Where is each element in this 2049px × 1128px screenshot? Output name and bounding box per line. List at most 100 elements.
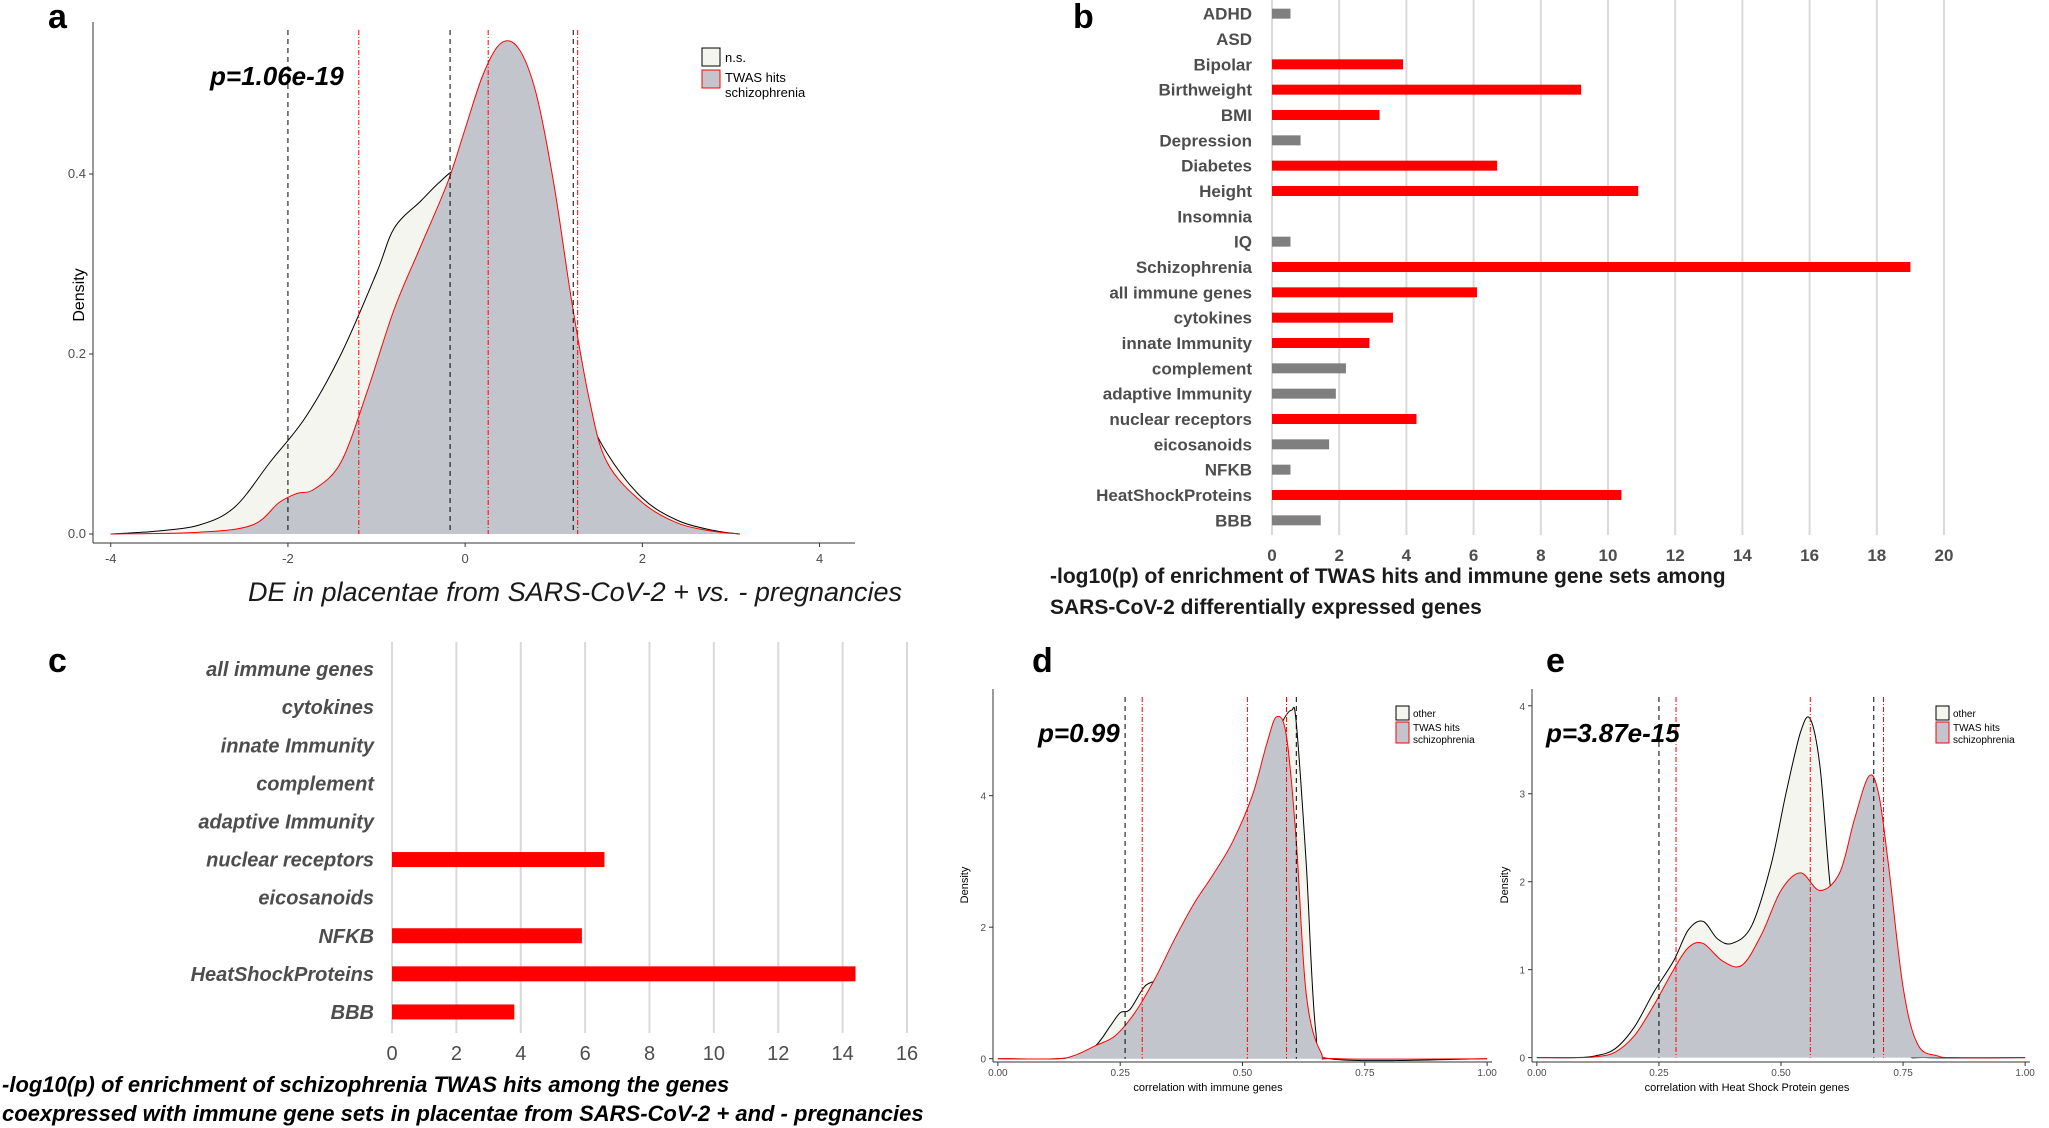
legend-label-twas-d: TWAS hits — [1413, 723, 1460, 734]
x-tick-label: 2 — [1334, 546, 1343, 565]
y-tick-label: 1 — [1519, 966, 1525, 977]
x-tick-label: 10 — [703, 1043, 725, 1065]
x-tick-label: 4 — [816, 551, 823, 566]
bar — [1272, 338, 1370, 348]
x-tick-label: 6 — [1469, 546, 1478, 565]
pvalue-e: p=3.87e-15 — [1545, 718, 1680, 748]
legend-label-ns: n.s. — [725, 50, 746, 65]
bar — [1272, 363, 1346, 374]
x-tick-label: 8 — [1536, 546, 1545, 565]
bar — [392, 966, 856, 982]
x-tick-label: 20 — [1935, 546, 1954, 565]
x-tick-label: 4 — [1402, 546, 1412, 565]
category-label: adaptive Immunity — [198, 811, 374, 833]
x-tick-label: 1.00 — [2015, 1068, 2035, 1079]
x-tick-label: 16 — [896, 1043, 918, 1065]
x-tick-label: -4 — [105, 551, 117, 566]
panel-letter-b: b — [1073, 0, 1094, 36]
category-label: ADHD — [1203, 5, 1252, 24]
x-tick-label: 14 — [1733, 546, 1752, 565]
density-twas-area — [997, 716, 1488, 1060]
bar — [1272, 464, 1291, 475]
panel-e: e 0.00 0.25 0.50 0.75 1.00 0 1 2 3 4 other TWAS h… — [1499, 642, 2035, 1094]
x-axis-title-b-line2: SARS-CoV-2 differentially expressed gene… — [1050, 596, 1482, 619]
density-twas-curve — [1536, 774, 2026, 1059]
x-tick-label: 4 — [515, 1043, 526, 1065]
legend-swatch-twas-d — [1395, 721, 1410, 744]
panel-letter-a: a — [48, 0, 68, 36]
category-label: eicosanoids — [1154, 435, 1252, 454]
legend-d: other TWAS hits schizophrenia — [1395, 705, 1475, 746]
bar — [1272, 388, 1336, 399]
bar — [1272, 312, 1393, 323]
density-twas-curve — [997, 715, 1488, 1060]
panel-letter-c: c — [48, 642, 67, 680]
x-axis-title-c-line1: -log10(p) of enrichment of schizophrenia… — [2, 1072, 729, 1097]
legend-label-twas-e: TWAS hits — [1953, 723, 2000, 734]
y-tick-label: 4 — [1519, 702, 1525, 713]
y-tick-label: 3 — [1519, 790, 1525, 801]
density-ns-curve — [110, 168, 740, 535]
panel-a: a -4 -2 0 2 4 0.0 0.2 0.4 n.s. TWAS hits schizo… — [48, 0, 902, 607]
x-tick-label: 12 — [767, 1043, 789, 1065]
category-label: cytokines — [1174, 309, 1252, 328]
x-tick-label: -2 — [282, 551, 294, 566]
category-label: Birthweight — [1159, 81, 1253, 100]
category-label: innate Immunity — [1122, 334, 1253, 353]
bar-chart-c: all immune genes cytokines innate Immunity… — [191, 642, 918, 1065]
category-label: cytokines — [282, 697, 374, 719]
category-label: Bipolar — [1193, 55, 1252, 74]
category-label: NFKB — [318, 926, 374, 948]
bar — [392, 852, 605, 868]
bar — [1272, 414, 1417, 424]
x-tick-label: 0 — [1267, 546, 1276, 565]
x-tick-label: 8 — [644, 1043, 655, 1065]
x-tick-label: 2 — [451, 1043, 462, 1065]
bar — [1272, 439, 1330, 450]
bar — [1272, 8, 1291, 19]
legend-swatch-ns — [701, 47, 721, 67]
x-tick-label: 0.00 — [988, 1068, 1008, 1079]
bar — [1272, 84, 1582, 95]
y-tick-label: 0 — [1519, 1054, 1525, 1065]
x-tick-label: 1.00 — [1477, 1068, 1497, 1079]
x-tick-label: 0.25 — [1649, 1068, 1669, 1079]
category-label: Diabetes — [1181, 157, 1252, 176]
category-label: ASD — [1216, 30, 1252, 49]
legend-label-schizophrenia-e: schizophrenia — [1953, 735, 2015, 746]
x-tick-label: 6 — [580, 1043, 591, 1065]
x-tick-label: 0 — [386, 1043, 397, 1065]
bar — [1272, 490, 1622, 500]
category-label: BBB — [331, 1002, 374, 1024]
density-ns-area — [1536, 716, 2026, 1058]
x-tick-label: 0.75 — [1893, 1068, 1913, 1079]
category-label: nuclear receptors — [1109, 410, 1252, 429]
x-tick-label: 14 — [832, 1043, 854, 1065]
legend-e: other TWAS hits schizophrenia — [1935, 705, 2015, 746]
bar — [1272, 59, 1404, 70]
bar — [1272, 160, 1498, 171]
category-label: IQ — [1234, 233, 1252, 252]
x-tick-label: 0.50 — [1233, 1068, 1253, 1079]
y-tick-label: 2 — [980, 923, 986, 934]
legend-label-other-e: other — [1953, 709, 1976, 720]
category-label: Depression — [1159, 131, 1252, 150]
x-tick-label: 0 — [462, 551, 469, 566]
category-label: HeatShockProteins — [191, 964, 374, 986]
category-label: Height — [1199, 182, 1252, 201]
x-axis-title-a: DE in placentae from SARS-CoV-2 + vs. - … — [248, 577, 902, 607]
density-plot-a: -4 -2 0 2 4 0.0 0.2 0.4 — [68, 22, 855, 566]
legend-label-schizophrenia: schizophrenia — [725, 85, 806, 100]
legend-swatch-other-e — [1935, 705, 1950, 721]
category-label: Schizophrenia — [1136, 258, 1253, 277]
y-tick-label: 0.4 — [68, 166, 86, 181]
category-label: adaptive Immunity — [1103, 385, 1253, 404]
x-tick-label: 0.25 — [1110, 1068, 1130, 1079]
bar — [1272, 135, 1301, 146]
bar — [392, 928, 582, 944]
bar — [392, 1004, 515, 1020]
x-tick-label: 16 — [1800, 546, 1819, 565]
x-axis-title-c-line2: coexpressed with immune gene sets in pla… — [2, 1101, 924, 1126]
category-label: innate Immunity — [221, 735, 375, 757]
